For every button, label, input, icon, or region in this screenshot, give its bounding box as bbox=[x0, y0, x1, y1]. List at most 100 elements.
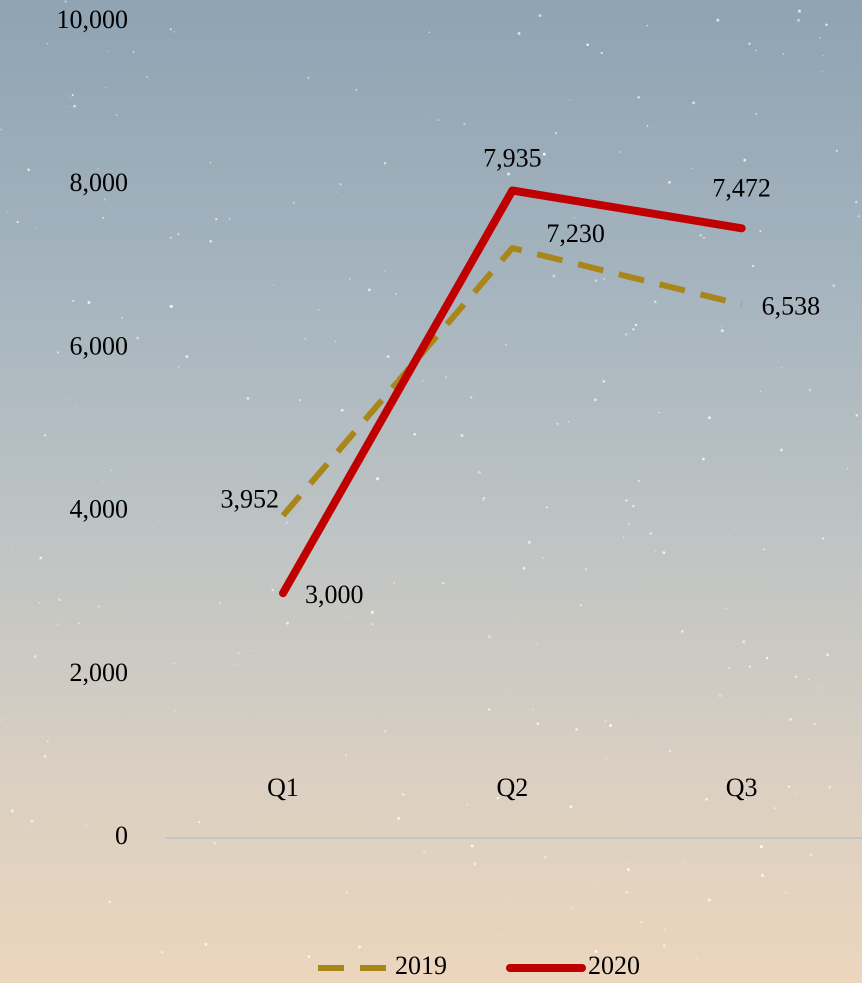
star bbox=[765, 656, 769, 660]
star bbox=[236, 663, 239, 666]
y-tick-label: 10,000 bbox=[57, 5, 129, 34]
star bbox=[198, 821, 201, 824]
legend-label: 2019 bbox=[395, 951, 447, 980]
star bbox=[609, 723, 613, 728]
star bbox=[691, 167, 693, 169]
star bbox=[584, 567, 588, 571]
star bbox=[761, 873, 764, 877]
star bbox=[0, 128, 3, 131]
star bbox=[355, 89, 358, 91]
star bbox=[826, 653, 829, 657]
star bbox=[473, 862, 477, 866]
star bbox=[64, 0, 67, 3]
star bbox=[855, 200, 858, 204]
star bbox=[285, 621, 289, 625]
star bbox=[273, 284, 275, 286]
star bbox=[619, 151, 622, 153]
star bbox=[97, 167, 99, 170]
star bbox=[72, 299, 75, 303]
star bbox=[552, 274, 556, 278]
star bbox=[181, 939, 183, 941]
star bbox=[586, 847, 588, 849]
star bbox=[383, 730, 387, 733]
star bbox=[386, 355, 390, 358]
star bbox=[649, 532, 653, 535]
data-label: 7,230 bbox=[546, 219, 605, 248]
star bbox=[773, 807, 776, 809]
star bbox=[109, 469, 112, 472]
star bbox=[669, 749, 672, 752]
star bbox=[822, 537, 825, 540]
star bbox=[603, 277, 606, 280]
star bbox=[71, 93, 74, 96]
data-label: 7,472 bbox=[712, 173, 771, 202]
star bbox=[43, 434, 47, 437]
star bbox=[30, 819, 34, 823]
star bbox=[348, 617, 350, 619]
star bbox=[340, 408, 344, 412]
star bbox=[825, 23, 828, 27]
star bbox=[569, 805, 573, 809]
star bbox=[422, 379, 424, 382]
x-tick-label: Q2 bbox=[496, 773, 528, 802]
star bbox=[56, 623, 59, 626]
star bbox=[384, 270, 386, 272]
data-label: 7,935 bbox=[483, 143, 542, 172]
star bbox=[43, 755, 47, 758]
star bbox=[646, 125, 649, 127]
star bbox=[716, 18, 720, 22]
star bbox=[725, 608, 728, 610]
data-label: 3,000 bbox=[305, 580, 364, 609]
star bbox=[397, 816, 401, 820]
star bbox=[101, 480, 103, 482]
star bbox=[797, 18, 801, 22]
star bbox=[596, 881, 598, 884]
star bbox=[808, 388, 812, 392]
star bbox=[718, 694, 722, 698]
star bbox=[58, 598, 61, 602]
star bbox=[707, 416, 711, 420]
star bbox=[177, 366, 180, 368]
star bbox=[637, 96, 640, 99]
star bbox=[7, 211, 9, 213]
star bbox=[532, 708, 534, 711]
star bbox=[215, 218, 218, 221]
star bbox=[339, 183, 342, 186]
star bbox=[292, 201, 296, 205]
star bbox=[355, 308, 357, 310]
star bbox=[466, 803, 468, 806]
star bbox=[600, 51, 603, 55]
star bbox=[625, 499, 628, 502]
star bbox=[627, 522, 630, 525]
data-label: 3,952 bbox=[221, 484, 280, 513]
star bbox=[132, 51, 135, 54]
star bbox=[77, 622, 80, 625]
star bbox=[402, 793, 405, 796]
star bbox=[663, 928, 666, 931]
star bbox=[658, 411, 661, 414]
star bbox=[383, 162, 387, 165]
star bbox=[857, 215, 860, 218]
star bbox=[555, 132, 558, 135]
star bbox=[634, 323, 638, 327]
star bbox=[136, 336, 139, 340]
star bbox=[460, 434, 464, 437]
star bbox=[87, 301, 91, 304]
star bbox=[788, 785, 791, 788]
star bbox=[522, 566, 526, 570]
star bbox=[107, 50, 109, 52]
star bbox=[624, 332, 628, 336]
star bbox=[568, 99, 571, 102]
star bbox=[271, 588, 274, 592]
star bbox=[102, 216, 104, 219]
star bbox=[605, 757, 608, 760]
star bbox=[846, 467, 849, 470]
star bbox=[794, 793, 796, 795]
star bbox=[169, 28, 172, 31]
star bbox=[720, 325, 723, 328]
star bbox=[16, 221, 19, 224]
star bbox=[0, 719, 2, 721]
star bbox=[108, 900, 111, 904]
star bbox=[23, 825, 26, 827]
